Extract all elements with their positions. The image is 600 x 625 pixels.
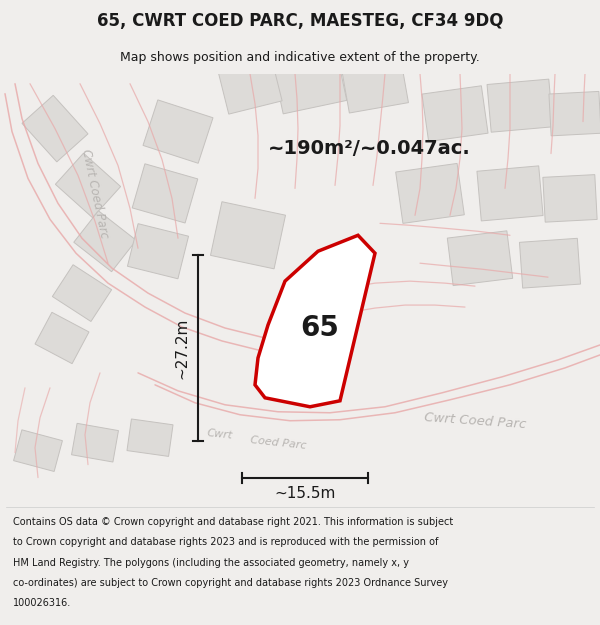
Text: 65: 65 bbox=[301, 314, 340, 342]
Polygon shape bbox=[35, 312, 89, 364]
Text: ~15.5m: ~15.5m bbox=[274, 486, 335, 501]
Polygon shape bbox=[71, 423, 118, 462]
Polygon shape bbox=[422, 86, 488, 141]
Text: Cwrt Coed Parc: Cwrt Coed Parc bbox=[424, 411, 526, 431]
Polygon shape bbox=[543, 174, 597, 222]
Polygon shape bbox=[255, 235, 375, 407]
Polygon shape bbox=[341, 58, 409, 113]
Polygon shape bbox=[127, 224, 188, 279]
Text: 65, CWRT COED PARC, MAESTEG, CF34 9DQ: 65, CWRT COED PARC, MAESTEG, CF34 9DQ bbox=[97, 12, 503, 29]
Text: ~27.2m: ~27.2m bbox=[175, 318, 190, 379]
Polygon shape bbox=[211, 202, 286, 269]
Text: Coed Parc: Coed Parc bbox=[250, 435, 307, 451]
Polygon shape bbox=[447, 231, 513, 286]
Text: ~190m²/~0.047ac.: ~190m²/~0.047ac. bbox=[268, 139, 471, 158]
Polygon shape bbox=[273, 54, 347, 114]
Text: Map shows position and indicative extent of the property.: Map shows position and indicative extent… bbox=[120, 51, 480, 64]
Text: Contains OS data © Crown copyright and database right 2021. This information is : Contains OS data © Crown copyright and d… bbox=[13, 518, 454, 528]
Polygon shape bbox=[127, 419, 173, 456]
Text: HM Land Registry. The polygons (including the associated geometry, namely x, y: HM Land Registry. The polygons (includin… bbox=[13, 558, 409, 568]
Text: co-ordinates) are subject to Crown copyright and database rights 2023 Ordnance S: co-ordinates) are subject to Crown copyr… bbox=[13, 578, 448, 588]
Polygon shape bbox=[55, 153, 121, 218]
Text: to Crown copyright and database rights 2023 and is reproduced with the permissio: to Crown copyright and database rights 2… bbox=[13, 538, 439, 548]
Text: Cwrt: Cwrt bbox=[206, 428, 233, 441]
Polygon shape bbox=[132, 164, 198, 223]
Polygon shape bbox=[549, 91, 600, 136]
Polygon shape bbox=[143, 100, 213, 163]
Polygon shape bbox=[14, 430, 62, 471]
Polygon shape bbox=[22, 96, 88, 162]
Polygon shape bbox=[52, 265, 112, 321]
Text: 100026316.: 100026316. bbox=[13, 598, 71, 608]
Polygon shape bbox=[477, 166, 543, 221]
Polygon shape bbox=[218, 58, 282, 114]
Polygon shape bbox=[487, 79, 553, 132]
Polygon shape bbox=[395, 163, 464, 223]
Polygon shape bbox=[520, 238, 581, 288]
Text: Cwrt Coed Parc: Cwrt Coed Parc bbox=[79, 148, 111, 239]
Polygon shape bbox=[74, 211, 136, 272]
